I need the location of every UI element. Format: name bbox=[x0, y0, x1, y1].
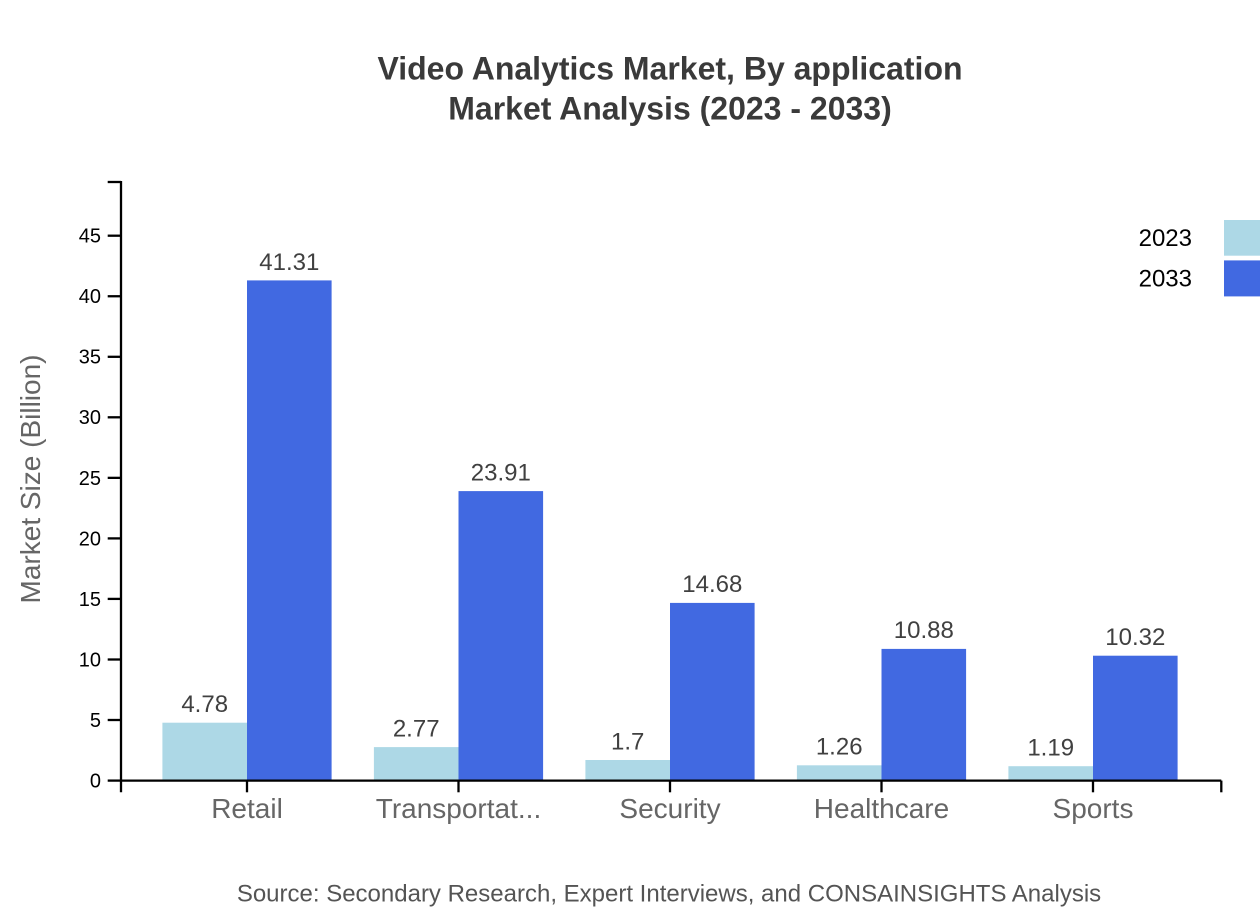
svg-text:40: 40 bbox=[79, 286, 101, 308]
svg-text:Market Analysis (2023 - 2033): Market Analysis (2023 - 2033) bbox=[448, 91, 892, 127]
svg-text:14.68: 14.68 bbox=[682, 571, 742, 598]
svg-text:Market Size (Billion): Market Size (Billion) bbox=[15, 355, 46, 604]
svg-text:5: 5 bbox=[90, 710, 101, 732]
svg-text:4.78: 4.78 bbox=[181, 691, 228, 718]
svg-text:23.91: 23.91 bbox=[471, 459, 531, 486]
svg-text:10.32: 10.32 bbox=[1105, 624, 1165, 651]
svg-text:41.31: 41.31 bbox=[259, 249, 319, 276]
svg-text:20: 20 bbox=[79, 528, 101, 550]
svg-text:10: 10 bbox=[79, 649, 101, 671]
svg-text:35: 35 bbox=[79, 347, 101, 369]
svg-text:2023: 2023 bbox=[1139, 225, 1192, 252]
svg-text:1.19: 1.19 bbox=[1027, 735, 1074, 762]
svg-text:Source: Secondary Research, Ex: Source: Secondary Research, Expert Inter… bbox=[237, 881, 1101, 908]
svg-text:Sports: Sports bbox=[1053, 793, 1134, 824]
svg-text:15: 15 bbox=[79, 589, 101, 611]
svg-text:10.88: 10.88 bbox=[894, 617, 954, 644]
svg-text:1.7: 1.7 bbox=[611, 728, 644, 755]
svg-text:Video Analytics Market, By app: Video Analytics Market, By application bbox=[377, 51, 962, 87]
svg-text:Security: Security bbox=[619, 793, 720, 824]
svg-text:Healthcare: Healthcare bbox=[814, 793, 949, 824]
svg-text:Transportat...: Transportat... bbox=[376, 793, 541, 824]
svg-text:25: 25 bbox=[79, 468, 101, 490]
svg-text:Retail: Retail bbox=[211, 793, 283, 824]
svg-text:30: 30 bbox=[79, 407, 101, 429]
svg-text:1.26: 1.26 bbox=[816, 734, 863, 761]
svg-text:0: 0 bbox=[90, 771, 101, 793]
svg-text:2.77: 2.77 bbox=[393, 715, 440, 742]
svg-text:2033: 2033 bbox=[1139, 266, 1192, 293]
svg-text:45: 45 bbox=[79, 226, 101, 248]
